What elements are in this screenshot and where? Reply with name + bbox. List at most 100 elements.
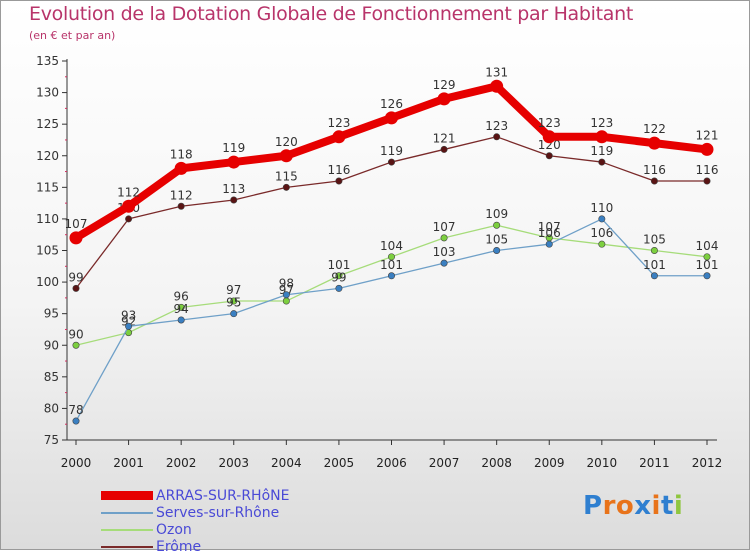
data-point [125,215,133,223]
y-tick-label: 115 [36,180,59,194]
data-point [387,158,395,166]
y-tick-label: 90 [44,338,59,352]
data-point [700,142,714,156]
y-tick-label: 80 [44,401,59,415]
data-label: 123 [590,116,613,130]
data-label: 118 [170,147,193,161]
data-label: 112 [117,185,140,199]
data-label: 121 [696,128,719,142]
data-point [282,291,290,299]
data-point [177,316,185,324]
data-point [72,284,80,292]
data-point [598,158,606,166]
data-label: 123 [538,116,561,130]
x-tick-label: 2012 [692,456,723,470]
data-label: 78 [68,403,83,417]
data-label: 105 [485,233,508,247]
y-tick-label: 120 [36,149,59,163]
data-point [598,215,606,223]
data-label: 122 [643,122,666,136]
series-0: 107 112 118 119 120 123 126 129 131 123 123 122 121 [65,65,719,245]
data-point [177,202,185,210]
legend-label: ARRAS-SUR-RHôNE [156,487,290,504]
data-label: 107 [433,220,456,234]
x-tick-label: 2000 [61,456,92,470]
data-point [650,272,658,280]
data-label: 120 [538,138,561,152]
series-layer: 99 110 112 113 115 116 119 121 123 120 119 116 116 90… [65,65,719,425]
data-label: 115 [275,169,298,183]
data-point [647,136,661,150]
chart-subtitle: (en € et par an) [29,29,116,42]
logo-letter: o [615,491,635,521]
data-point [493,221,501,229]
data-point [125,322,133,330]
data-point [332,130,346,144]
data-point [385,111,398,125]
data-label: 101 [327,258,350,272]
legend-label: Erôme [156,538,202,555]
data-label: 104 [696,239,719,253]
data-label: 97 [279,283,294,297]
logo-letter: i [673,491,684,521]
data-label: 126 [380,97,403,111]
data-point [72,417,80,425]
legend-item: ARRAS-SUR-RHôNE [101,487,289,504]
data-point [490,79,504,93]
data-label: 107 [538,220,561,234]
data-point [437,92,451,106]
y-tick-label: 100 [36,275,59,289]
y-tick-label: 85 [44,370,59,384]
x-tick-label: 2009 [534,456,565,470]
data-point [703,177,711,185]
data-label: 101 [643,258,666,272]
data-label: 106 [590,226,613,240]
data-point [282,183,290,191]
data-point [440,259,448,267]
data-point [335,272,343,280]
y-tick-label: 110 [36,212,59,226]
x-tick-label: 2007 [429,456,460,470]
data-label: 106 [538,226,561,240]
proxiti-logo: Proxiti [583,491,683,521]
data-label: 113 [222,182,245,196]
data-point [279,149,293,163]
data-point [703,253,711,261]
data-point [650,177,658,185]
data-point [542,130,556,144]
legend-item: Erôme [101,538,289,555]
data-label: 109 [485,207,508,221]
data-label: 93 [121,308,136,322]
data-label: 120 [275,135,298,149]
data-point [122,199,136,213]
data-label: 116 [696,163,719,177]
axes: 75 80 85 90 95 100 105 110 115 120 125 130 135 2000 20… [36,54,722,470]
data-point [598,240,606,248]
data-label: 101 [696,258,719,272]
x-tick-label: 2001 [113,456,144,470]
data-label: 116 [643,163,666,177]
x-tick-label: 2005 [324,456,355,470]
data-point [282,297,290,305]
data-label: 123 [327,116,350,130]
y-tick-label: 95 [44,307,59,321]
data-point [493,247,501,255]
data-point [230,297,238,305]
x-tick-label: 2003 [218,456,249,470]
data-label: 112 [170,188,193,202]
logo-letter: t [660,491,674,521]
data-label: 95 [226,296,241,310]
data-label: 116 [327,163,350,177]
data-point [650,247,658,255]
data-point [227,155,241,169]
chart-title: Evolution de la Dotation Globale de Fonc… [29,3,634,25]
y-tick-label: 105 [36,244,59,258]
x-tick-label: 2010 [587,456,618,470]
data-point [545,240,553,248]
data-point [387,253,395,261]
y-tick-label: 135 [36,54,59,68]
legend-label: Serves-sur-Rhône [156,504,280,521]
